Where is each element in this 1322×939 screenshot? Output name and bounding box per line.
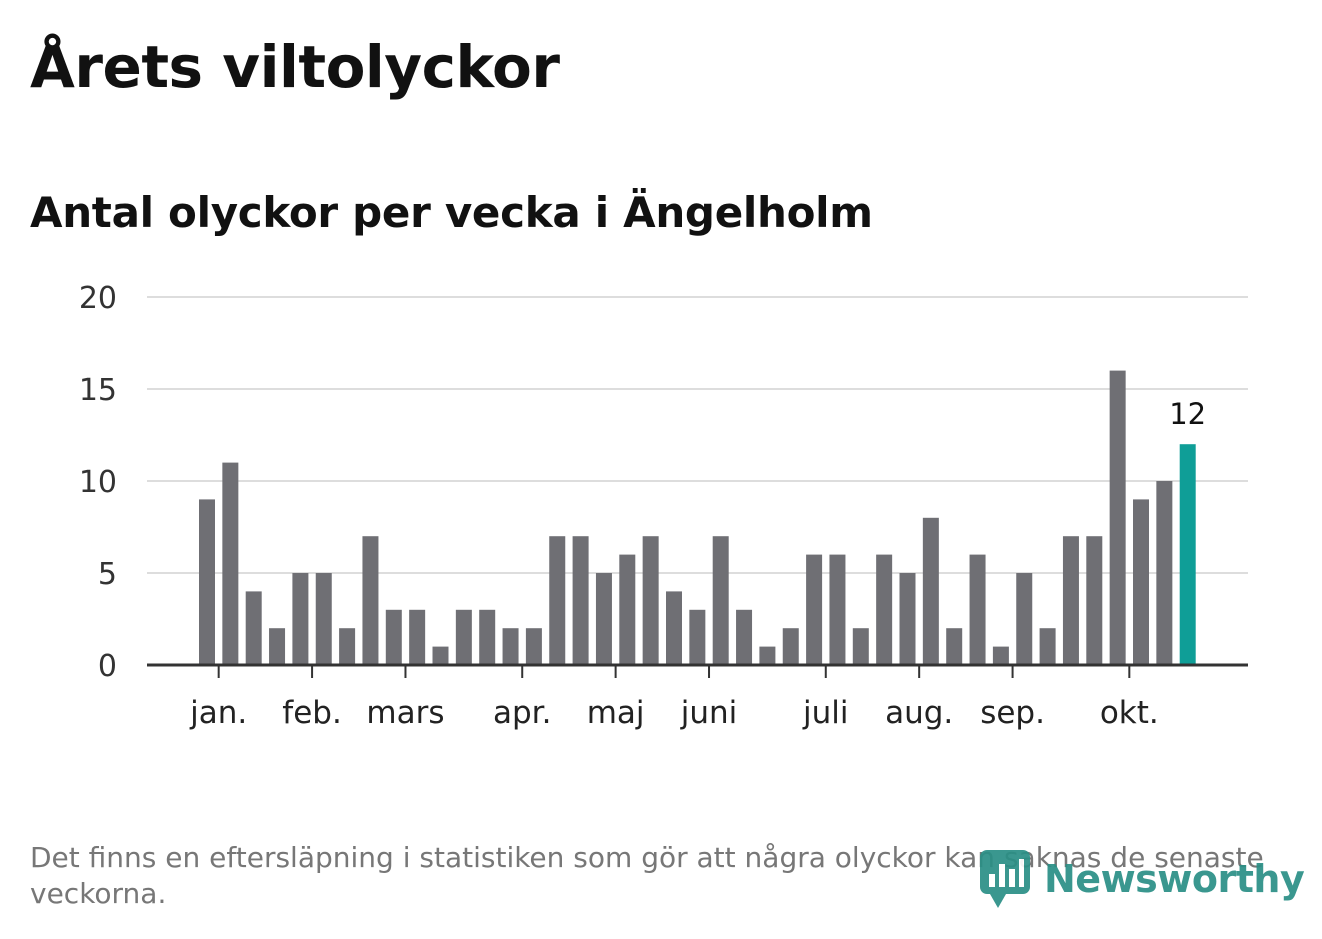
- bar-week-22: [689, 609, 706, 665]
- x-axis-ticks: jan. feb. mars apr. maj juni juli aug. sep. okt.: [189, 665, 1159, 731]
- logo-text: Newsworthy: [1044, 857, 1305, 901]
- bar-week-32: [922, 517, 939, 665]
- bar-week-12: [455, 609, 472, 665]
- bar-week-34: [969, 554, 986, 665]
- bar-week-27: [806, 554, 823, 665]
- newsworthy-logo: Newsworthy: [980, 850, 1305, 908]
- footnote: Det finns en eftersläpning i statistiken…: [30, 841, 1264, 910]
- x-tick-label: okt.: [1100, 695, 1159, 731]
- y-tick-label-0: 0: [98, 649, 117, 684]
- bar-week-20: [642, 536, 659, 665]
- x-tick-label: mars: [366, 695, 444, 731]
- bar-week-6: [315, 573, 332, 665]
- gridlines: [147, 296, 1248, 574]
- chart-subtitle: Antal olyckor per vecka i Ängelholm: [30, 188, 873, 237]
- bar-week-18: [595, 573, 612, 665]
- bar-week-7: [339, 628, 356, 665]
- bars: [199, 370, 1196, 665]
- newsworthy-logo-icon: [980, 850, 1030, 908]
- bar-chart: 0 5 10 15 20 jan. feb. mars apr. maj juni juli aug.…: [79, 281, 1248, 731]
- highlight-value-label: 12: [1169, 397, 1206, 431]
- x-tick-label: feb.: [282, 695, 342, 731]
- bar-week-40: [1109, 370, 1126, 665]
- bar-week-17: [572, 536, 589, 665]
- y-axis-ticks: 0 5 10 15 20: [79, 281, 117, 684]
- bar-week-16: [549, 536, 566, 665]
- bar-week-26: [782, 628, 799, 665]
- x-tick-label: juli: [802, 695, 849, 731]
- y-tick-label-10: 10: [79, 465, 117, 500]
- bar-week-14: [502, 628, 519, 665]
- bar-week-33: [946, 628, 963, 665]
- x-tick-label: apr.: [493, 695, 551, 731]
- bar-week-11: [432, 646, 449, 665]
- x-tick-label: sep.: [980, 695, 1045, 731]
- bar-week-31: [899, 573, 916, 665]
- bar-week-39: [1086, 536, 1103, 665]
- bar-week-37: [1039, 628, 1056, 665]
- bar-week-23: [712, 536, 729, 665]
- bar-week-3: [245, 591, 262, 665]
- bar-week-10: [409, 609, 426, 665]
- x-tick-label: jan.: [189, 695, 247, 731]
- bar-week-5: [292, 573, 309, 665]
- bar-week-29: [852, 628, 869, 665]
- bar-week-21: [666, 591, 682, 665]
- x-tick-label: maj: [587, 695, 645, 731]
- data-labels: 12: [1169, 397, 1206, 431]
- bar-week-36: [1016, 573, 1033, 665]
- bar-week-41: [1133, 499, 1149, 665]
- bar-week-28: [829, 554, 846, 665]
- bar-week-38: [1062, 536, 1079, 665]
- bar-week-9: [385, 609, 402, 665]
- x-tick-label: juni: [680, 695, 738, 731]
- bar-week-1: [199, 499, 215, 665]
- chart-title: Årets viltolyckor: [30, 33, 560, 101]
- bar-week-13: [479, 609, 496, 665]
- bar-week-15: [525, 628, 542, 665]
- bar-week-30: [876, 554, 893, 665]
- y-tick-label-20: 20: [79, 281, 117, 316]
- bar-week-25: [759, 646, 776, 665]
- bar-week-8: [362, 536, 379, 665]
- bar-highlighted: [1179, 444, 1196, 665]
- bar-week-35: [992, 646, 1009, 665]
- bar-week-42: [1156, 481, 1173, 665]
- bar-week-19: [619, 554, 636, 665]
- x-tick-label: aug.: [885, 695, 953, 731]
- bar-week-4: [269, 628, 286, 665]
- bar-week-24: [736, 609, 753, 665]
- bar-week-2: [222, 462, 239, 665]
- y-tick-label-15: 15: [79, 373, 117, 408]
- y-tick-label-5: 5: [98, 557, 117, 592]
